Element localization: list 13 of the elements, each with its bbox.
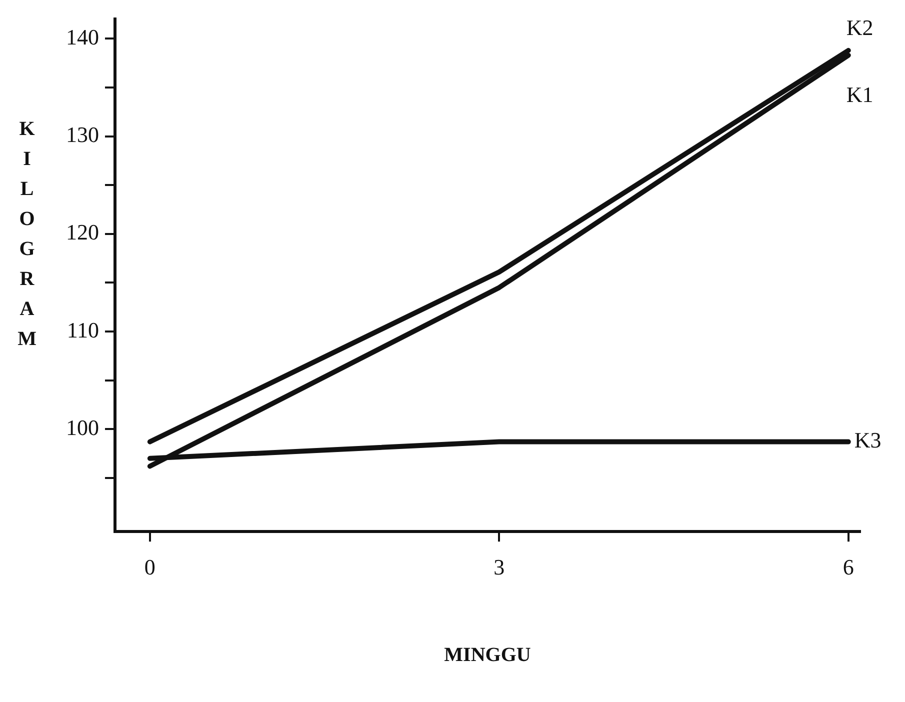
x-tick-label: 3 [494,554,505,580]
x-tick-label: 0 [144,554,156,580]
series-label: K1 [846,82,874,108]
x-axis-title: MINGGU [444,644,531,666]
y-tick-label: 140 [66,24,99,50]
y-tick-label: 120 [66,220,99,245]
series-label: K2 [846,15,874,40]
series-label: K3 [854,428,882,453]
x-tick-label: 6 [842,554,854,580]
y-tick-label: 110 [66,317,99,342]
y-tick-label: 130 [66,122,99,148]
y-tick-label: 100 [66,414,99,440]
y-axis-title: KILOGRAM [18,118,37,350]
